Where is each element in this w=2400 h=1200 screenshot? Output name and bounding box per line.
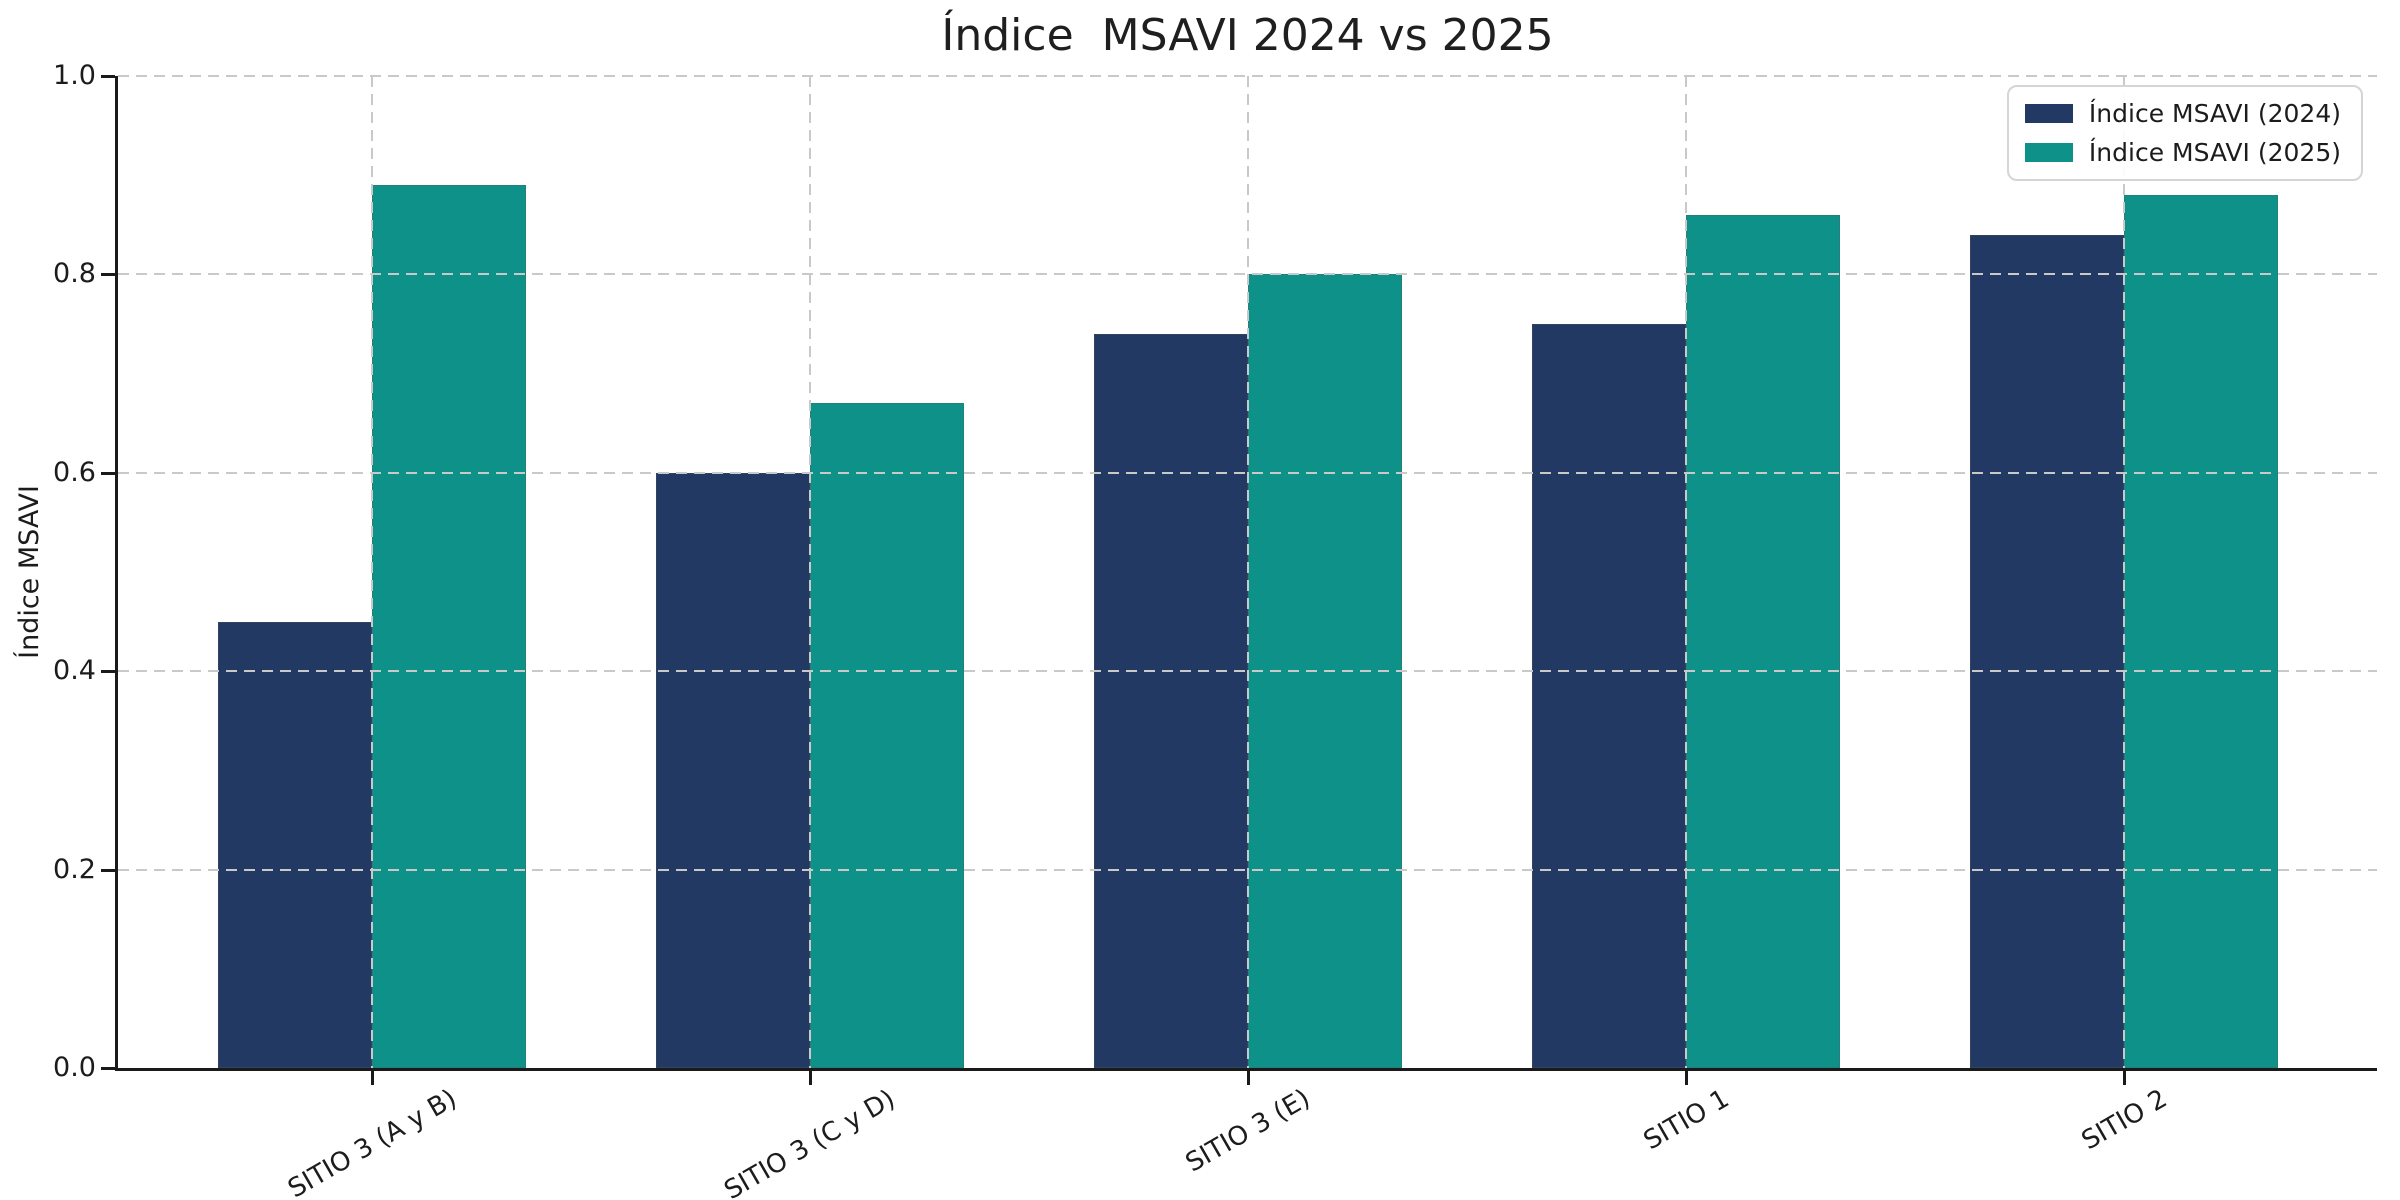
y-tick-label-0.6: 0.6 — [53, 457, 96, 488]
y-tick-label-0.8: 0.8 — [53, 258, 96, 289]
x-tick-label-1: SITIO 3 (A y B) — [283, 1083, 462, 1200]
bar-2025-2 — [810, 403, 964, 1068]
y-tick-0.0 — [101, 1067, 115, 1070]
bar-2024-1 — [218, 622, 372, 1068]
y-axis-spine — [115, 76, 118, 1071]
y-tick-1.0 — [101, 75, 115, 78]
x-tick-4 — [1685, 1071, 1688, 1085]
x-tick-label-3: SITIO 3 (E) — [1180, 1083, 1316, 1179]
bar-2024-2 — [656, 473, 810, 1068]
y-tick-label-1.0: 1.0 — [53, 60, 96, 91]
bar-2024-3 — [1094, 334, 1248, 1068]
gridline-x-4 — [1685, 76, 1687, 1068]
y-tick-label-0.0: 0.0 — [53, 1052, 96, 1083]
legend-label-2024: Índice MSAVI (2024) — [2088, 99, 2341, 128]
gridline-x-1 — [371, 76, 373, 1068]
x-tick-label-2: SITIO 3 (C y D) — [719, 1084, 901, 1200]
y-tick-0.8 — [101, 273, 115, 276]
legend-item-2024: Índice MSAVI (2024) — [2024, 99, 2341, 128]
bar-2025-1 — [372, 185, 526, 1068]
gridline-x-3 — [1247, 76, 1249, 1068]
y-tick-0.2 — [101, 869, 115, 872]
x-tick-5 — [2123, 1071, 2126, 1085]
legend-swatch-2024 — [2024, 104, 2073, 123]
x-tick-label-4: SITIO 1 — [1638, 1083, 1735, 1157]
x-tick-2 — [809, 1071, 812, 1085]
y-tick-label-0.4: 0.4 — [53, 655, 96, 686]
y-axis-title: Índice MSAVI — [8, 76, 50, 1068]
chart-title: Índice MSAVI 2024 vs 2025 — [941, 10, 1554, 61]
x-axis-spine — [115, 1068, 2377, 1071]
x-tick-1 — [371, 1071, 374, 1085]
y-axis-title-text: Índice MSAVI — [13, 485, 45, 659]
bar-2024-5 — [1970, 235, 2124, 1068]
legend-swatch-2025 — [2024, 143, 2073, 162]
gridline-x-5 — [2123, 76, 2125, 1068]
bar-2025-4 — [1686, 215, 1840, 1068]
bar-2025-5 — [2124, 195, 2278, 1068]
legend-label-2025: Índice MSAVI (2025) — [2088, 138, 2341, 167]
legend: Índice MSAVI (2024) Índice MSAVI (2025) — [2006, 85, 2363, 181]
legend-item-2025: Índice MSAVI (2025) — [2024, 138, 2341, 167]
y-tick-label-0.2: 0.2 — [53, 854, 96, 885]
y-tick-0.4 — [101, 670, 115, 673]
x-tick-3 — [1247, 1071, 1250, 1085]
y-tick-0.6 — [101, 472, 115, 475]
bar-2024-4 — [1532, 324, 1686, 1068]
gridline-x-2 — [809, 76, 811, 1068]
x-tick-label-5: SITIO 2 — [2076, 1083, 2173, 1157]
plot-area — [101, 75, 2377, 1085]
